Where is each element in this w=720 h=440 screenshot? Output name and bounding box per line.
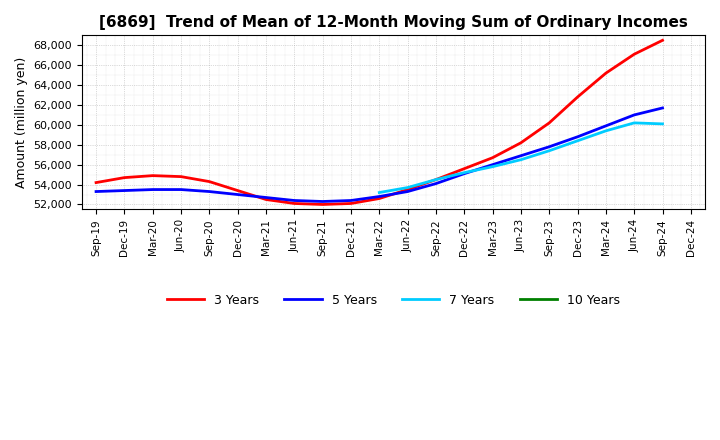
5 Years — [290, 198, 299, 203]
5 Years — [545, 144, 554, 150]
3 Years — [205, 179, 214, 184]
5 Years — [346, 198, 355, 203]
7 Years — [516, 157, 525, 162]
5 Years — [375, 194, 384, 199]
5 Years — [120, 188, 129, 193]
5 Years — [431, 181, 440, 186]
3 Years — [658, 38, 667, 43]
5 Years — [233, 192, 242, 197]
5 Years — [91, 189, 100, 194]
3 Years — [148, 173, 157, 178]
3 Years — [346, 201, 355, 206]
7 Years — [658, 121, 667, 127]
3 Years — [516, 140, 525, 146]
5 Years — [516, 153, 525, 158]
5 Years — [573, 134, 582, 139]
5 Years — [176, 187, 185, 192]
3 Years — [375, 196, 384, 201]
3 Years — [233, 188, 242, 193]
Line: 7 Years: 7 Years — [379, 123, 662, 193]
5 Years — [403, 189, 412, 194]
3 Years — [630, 51, 639, 57]
Line: 3 Years: 3 Years — [96, 40, 662, 205]
3 Years — [573, 95, 582, 100]
7 Years — [601, 128, 610, 133]
3 Years — [261, 197, 270, 202]
Legend: 3 Years, 5 Years, 7 Years, 10 Years: 3 Years, 5 Years, 7 Years, 10 Years — [162, 289, 625, 312]
7 Years — [573, 138, 582, 143]
5 Years — [460, 171, 469, 176]
Y-axis label: Amount (million yen): Amount (million yen) — [15, 57, 28, 188]
3 Years — [91, 180, 100, 185]
5 Years — [148, 187, 157, 192]
7 Years — [375, 190, 384, 195]
3 Years — [431, 177, 440, 182]
7 Years — [460, 170, 469, 175]
3 Years — [290, 201, 299, 206]
Line: 5 Years: 5 Years — [96, 108, 662, 202]
5 Years — [205, 189, 214, 194]
Title: [6869]  Trend of Mean of 12-Month Moving Sum of Ordinary Incomes: [6869] Trend of Mean of 12-Month Moving … — [99, 15, 688, 30]
5 Years — [488, 162, 497, 167]
7 Years — [431, 177, 440, 182]
5 Years — [658, 105, 667, 110]
7 Years — [545, 148, 554, 154]
3 Years — [488, 155, 497, 160]
3 Years — [460, 166, 469, 171]
5 Years — [630, 112, 639, 117]
7 Years — [403, 185, 412, 190]
3 Years — [545, 120, 554, 125]
3 Years — [120, 175, 129, 180]
3 Years — [318, 202, 327, 207]
3 Years — [176, 174, 185, 179]
5 Years — [318, 199, 327, 204]
3 Years — [601, 70, 610, 76]
7 Years — [630, 120, 639, 125]
5 Years — [261, 195, 270, 200]
3 Years — [403, 187, 412, 192]
5 Years — [601, 123, 610, 128]
7 Years — [488, 164, 497, 169]
